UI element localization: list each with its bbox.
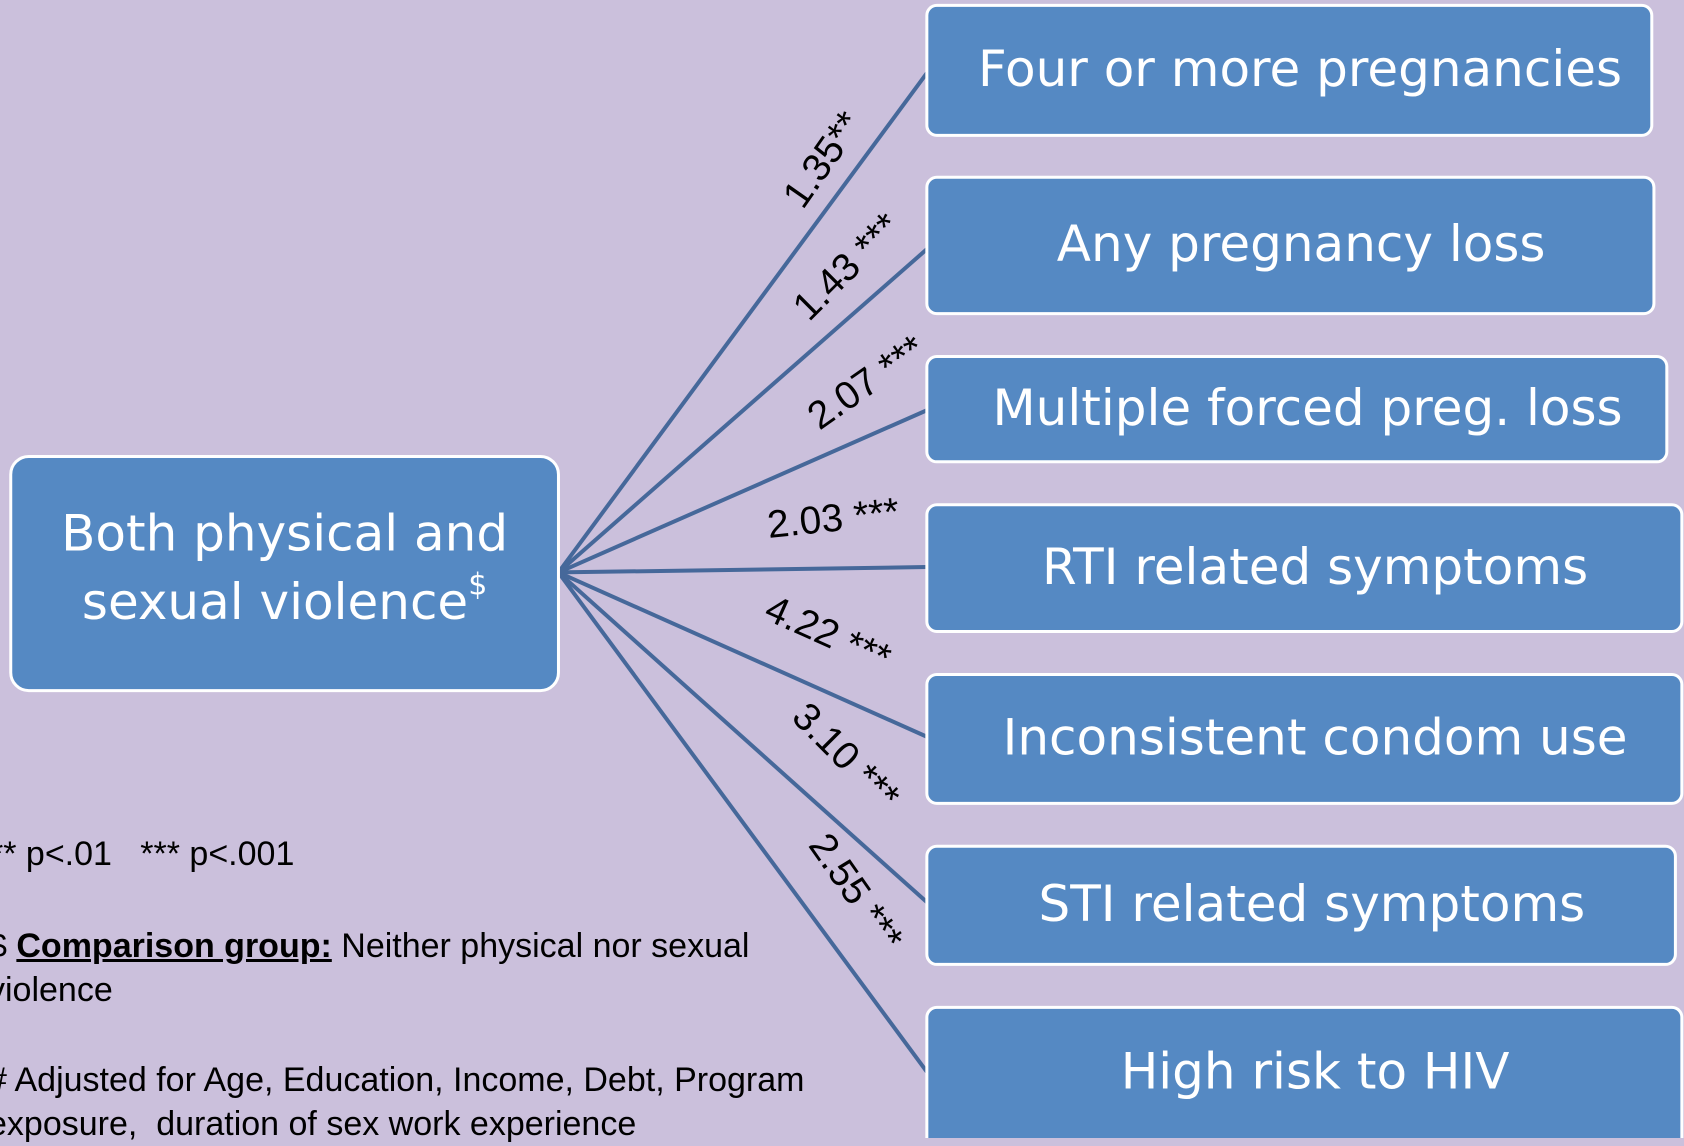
source-node — [9, 454, 560, 693]
target-node — [925, 355, 1669, 464]
edge-label: 1.35** — [775, 104, 871, 216]
edge — [557, 408, 928, 575]
source-superscript: $ — [468, 567, 487, 602]
target-label: Any pregnancy loss — [1057, 215, 1546, 273]
target-label: Multiple forced preg. loss — [993, 379, 1623, 437]
target-label: Four or more pregnancies — [978, 40, 1622, 98]
comparison-marker: $ — [0, 927, 7, 965]
edge — [558, 565, 927, 575]
edge — [556, 71, 929, 574]
edge — [557, 247, 929, 574]
target-label: RTI related symptoms — [1042, 538, 1588, 596]
edge-label: 3.10 *** — [784, 695, 908, 819]
source-label: sexual violence$ — [82, 567, 487, 631]
target-node — [925, 503, 1684, 634]
source-label: Both physical and — [61, 504, 508, 562]
edge-label: 1.43 *** — [785, 205, 909, 329]
target-node — [925, 672, 1684, 805]
comparison-heading: Comparison group: — [16, 927, 332, 965]
target-node — [925, 3, 1654, 137]
target-node — [925, 1005, 1684, 1138]
target-label: High risk to HIV — [1121, 1043, 1510, 1101]
edge-label: 4.22 *** — [759, 587, 897, 680]
comparison-note: $ Comparison group: Neither physical nor… — [0, 924, 828, 1012]
target-node — [925, 844, 1677, 966]
edge-label: 2.03 *** — [765, 490, 901, 547]
adjusted-note: # Adjusted for Age, Education, Income, D… — [0, 1061, 814, 1143]
edge — [556, 571, 929, 1074]
edge — [557, 570, 928, 739]
target-label: STI related symptoms — [1039, 875, 1586, 933]
edge — [557, 570, 929, 904]
significance-note: ** p<.01 *** p<.001 — [0, 835, 295, 873]
target-node — [925, 175, 1656, 316]
comparison-text: Neither physical nor sexual violence — [0, 927, 750, 1009]
target-label: Inconsistent condom use — [1003, 709, 1628, 767]
